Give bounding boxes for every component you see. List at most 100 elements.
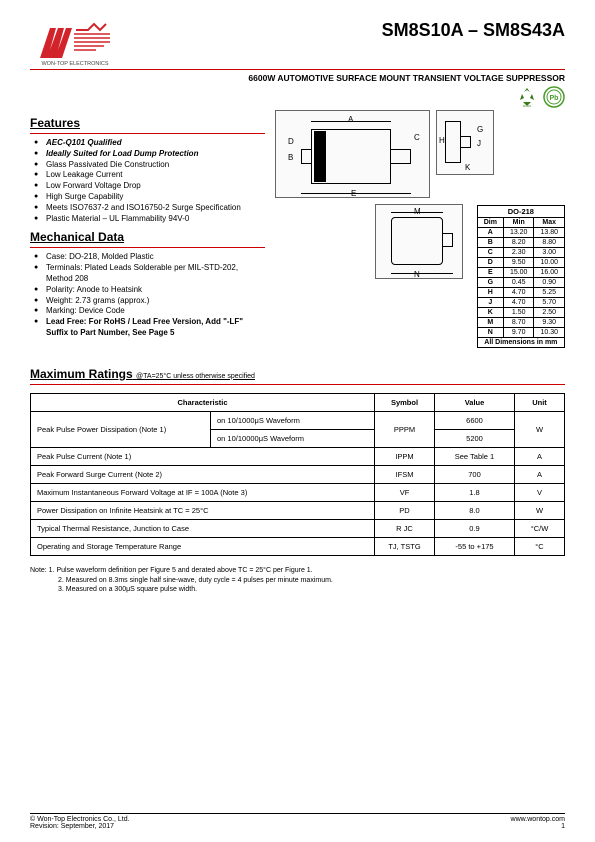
- dim-cell: 13.80: [534, 228, 565, 238]
- company-logo-icon: [40, 20, 110, 60]
- dim-cell: J: [477, 298, 503, 308]
- maximum-ratings-table: Characteristic Symbol Value Unit Peak Pu…: [30, 393, 565, 556]
- dim-cell: 3.00: [534, 248, 565, 258]
- ratings-condition: @TA=25°C unless otherwise specified: [136, 373, 255, 380]
- ratings-hdr: Symbol: [375, 393, 435, 411]
- left-column: Features AEC-Q101 Qualified Ideally Suit…: [30, 110, 265, 339]
- dim-cell: 13.20: [503, 228, 534, 238]
- ratings-cell: °C/W: [515, 519, 565, 537]
- dim-cell: 5.70: [534, 298, 565, 308]
- footer-right: www.wontop.com 1: [511, 816, 565, 830]
- ratings-cell: Operating and Storage Temperature Range: [31, 537, 375, 555]
- company-name: WON-TOP ELECTRONICS: [41, 61, 108, 67]
- mech-item: Terminals: Plated Leads Solderable per M…: [32, 263, 265, 285]
- dim-cell: M: [477, 318, 503, 328]
- feature-item: Plastic Material – UL Flammability 94V-0: [32, 214, 265, 225]
- ratings-heading: Maximum Ratings @TA=25°C unless otherwis…: [30, 367, 565, 381]
- divider: [30, 69, 565, 70]
- dim-table-footer: All Dimensions in mm: [477, 338, 564, 348]
- package-top-view: A D B C E: [275, 110, 430, 198]
- dim-cell: 2.30: [503, 248, 534, 258]
- dim-cell: H: [477, 288, 503, 298]
- ratings-cell: on 10/1000μS Waveform: [211, 411, 375, 429]
- dim-label-h: H: [439, 136, 445, 145]
- dim-cell: A: [477, 228, 503, 238]
- dim-cell: 16.00: [534, 268, 565, 278]
- ratings-cell: Peak Forward Surge Current (Note 2): [31, 465, 375, 483]
- dim-cell: 9.50: [503, 258, 534, 268]
- feature-item: Low Forward Voltage Drop: [32, 181, 265, 192]
- feature-item: High Surge Capability: [32, 192, 265, 203]
- dim-table-title: DO-218: [477, 206, 564, 218]
- dim-cell: 10.30: [534, 328, 565, 338]
- ratings-hdr: Characteristic: [31, 393, 375, 411]
- ratings-cell: Power Dissipation on Infinite Heatsink a…: [31, 501, 375, 519]
- ratings-cell: 0.9: [435, 519, 515, 537]
- dim-cell: 4.70: [503, 288, 534, 298]
- ratings-cell: A: [515, 447, 565, 465]
- dim-label-a: A: [348, 115, 353, 124]
- dim-cell: N: [477, 328, 503, 338]
- feature-item: AEC-Q101 Qualified: [32, 138, 265, 149]
- feature-item: Ideally Suited for Load Dump Protection: [32, 149, 265, 160]
- note-2: 2. Measured on 8.3ms single half sine-wa…: [30, 576, 565, 586]
- divider: [30, 247, 265, 248]
- ratings-hdr: Unit: [515, 393, 565, 411]
- ratings-cell: W: [515, 411, 565, 447]
- dim-label-c: C: [414, 133, 420, 142]
- dim-cell: 9.70: [503, 328, 534, 338]
- divider: [30, 384, 565, 385]
- package-diagrams: A D B C E H G J K: [275, 110, 565, 198]
- dim-label-n: N: [414, 270, 420, 279]
- dim-cell: G: [477, 278, 503, 288]
- dim-cell: 1.50: [503, 308, 534, 318]
- ratings-hdr: Value: [435, 393, 515, 411]
- feature-item: Meets ISO7637-2 and ISO16750-2 Surge Spe…: [32, 203, 265, 214]
- ratings-cell: IFSM: [375, 465, 435, 483]
- mech-item: Polarity: Anode to Heatsink: [32, 285, 265, 296]
- dim-hdr: Dim: [477, 218, 503, 228]
- dim-label-d: D: [288, 137, 294, 146]
- dim-cell: 0.45: [503, 278, 534, 288]
- divider: [30, 813, 565, 814]
- footer-left: © Won-Top Electronics Co., Ltd. Revision…: [30, 816, 130, 830]
- ratings-cell: PPPM: [375, 411, 435, 447]
- ratings-cell: W: [515, 501, 565, 519]
- content-row: Features AEC-Q101 Qualified Ideally Suit…: [30, 110, 565, 339]
- ratings-cell: 6600: [435, 411, 515, 429]
- note-1: Note: 1. Pulse waveform definition per F…: [30, 566, 565, 576]
- dim-cell: 10.00: [534, 258, 565, 268]
- page-footer: © Won-Top Electronics Co., Ltd. Revision…: [30, 813, 565, 830]
- compliance-badges: RoHS Pb: [30, 86, 565, 110]
- ratings-cell: on 10/10000μS Waveform: [211, 429, 375, 447]
- logo-block: WON-TOP ELECTRONICS: [30, 20, 120, 67]
- features-heading: Features: [30, 116, 265, 130]
- svg-text:RoHS: RoHS: [523, 104, 531, 108]
- features-list: AEC-Q101 Qualified Ideally Suited for Lo…: [30, 138, 265, 224]
- dim-cell: 9.30: [534, 318, 565, 328]
- footer-url: www.wontop.com: [511, 816, 565, 823]
- mechanical-heading: Mechanical Data: [30, 230, 265, 244]
- mech-item: Case: DO-218, Molded Plastic: [32, 252, 265, 263]
- ratings-cell: PD: [375, 501, 435, 519]
- package-side-view: H G J K: [436, 110, 494, 175]
- ratings-cell: 5200: [435, 429, 515, 447]
- rohs-badge-icon: RoHS: [516, 86, 538, 108]
- divider: [30, 133, 265, 134]
- ratings-cell: Peak Pulse Power Dissipation (Note 1): [31, 411, 211, 447]
- dim-cell: C: [477, 248, 503, 258]
- ratings-heading-text: Maximum Ratings: [30, 367, 133, 381]
- dim-hdr: Min: [503, 218, 534, 228]
- feature-item: Glass Passivated Die Construction: [32, 160, 265, 171]
- dim-cell: D: [477, 258, 503, 268]
- dim-label-j: J: [477, 139, 481, 148]
- ratings-cell: 700: [435, 465, 515, 483]
- ratings-cell: 1.8: [435, 483, 515, 501]
- dim-cell: 8.20: [503, 238, 534, 248]
- ratings-cell: TJ, TSTG: [375, 537, 435, 555]
- ratings-cell: 8.0: [435, 501, 515, 519]
- dim-cell: K: [477, 308, 503, 318]
- package-bottom-view: M N: [375, 204, 463, 279]
- ratings-cell: V: [515, 483, 565, 501]
- ratings-cell: IPPM: [375, 447, 435, 465]
